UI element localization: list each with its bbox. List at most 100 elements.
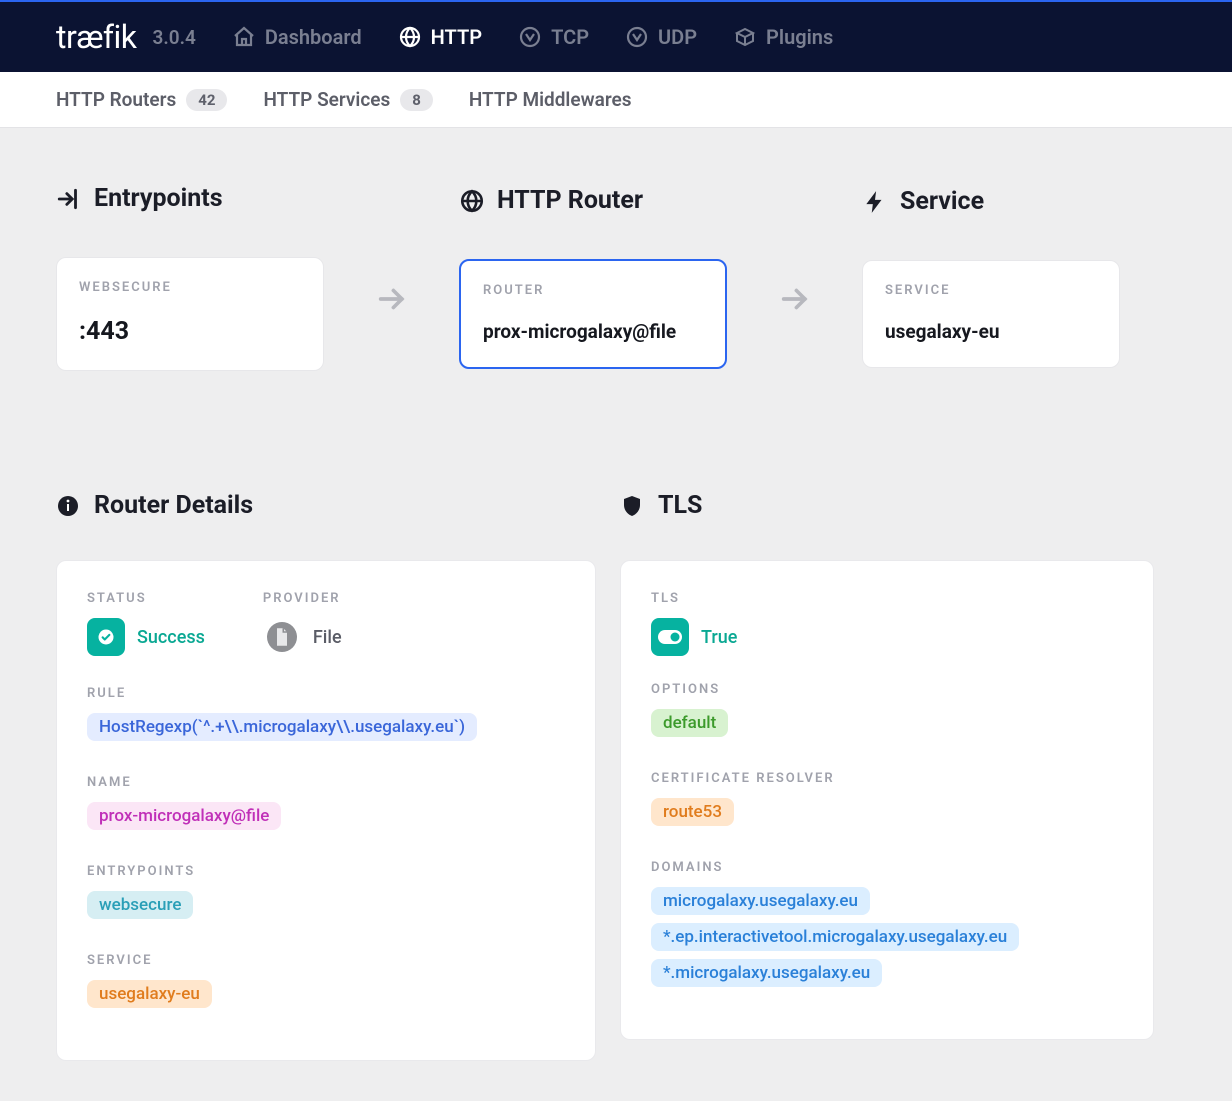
provider-file-icon — [263, 618, 301, 656]
ep-label: ENTRYPOINTS — [87, 864, 565, 879]
subnav-routers-label: HTTP Routers — [56, 88, 176, 111]
tls-label: TLS — [651, 591, 1123, 606]
flow-service-title: Service — [900, 187, 984, 216]
tls-title: TLS — [658, 491, 702, 520]
flow-arrow-1 — [324, 240, 459, 316]
tls-options-chip: default — [651, 709, 728, 737]
status-value: Success — [137, 627, 205, 648]
subnav-services-count: 8 — [400, 89, 433, 111]
nav-dashboard-label: Dashboard — [265, 25, 362, 49]
flow-row: Entrypoints WEBSECURE :443 HTTP Router R… — [56, 184, 1176, 371]
info-icon — [56, 494, 80, 518]
details-row: Router Details STATUS Success PR — [56, 491, 1176, 1061]
service-label: SERVICE — [87, 953, 565, 968]
router-card[interactable]: ROUTER prox-microgalaxy@file — [459, 259, 727, 369]
tls-resolver-label: CERTIFICATE RESOLVER — [651, 771, 1123, 786]
subnav-routers[interactable]: HTTP Routers 42 — [56, 88, 227, 111]
router-details-panel: STATUS Success PROVIDER — [56, 560, 596, 1061]
login-icon — [56, 186, 82, 212]
flow-router: HTTP Router ROUTER prox-microgalaxy@file — [459, 186, 727, 369]
tls-resolver-block: CERTIFICATE RESOLVER route53 — [651, 771, 1123, 834]
flow-arrow-2 — [727, 240, 862, 316]
flow-entrypoints-header: Entrypoints — [56, 184, 324, 213]
entrypoint-card-label: WEBSECURE — [79, 280, 301, 295]
shield-icon — [620, 494, 644, 518]
provider-block: PROVIDER File — [263, 591, 342, 656]
flow-service: Service SERVICE usegalaxy-eu — [862, 187, 1120, 368]
nav-udp[interactable]: UDP — [625, 25, 697, 49]
tls-options-block: OPTIONS default — [651, 682, 1123, 745]
tls-status-block: TLS True — [651, 591, 1123, 656]
tls-domain-chip: microgalaxy.usegalaxy.eu — [651, 887, 870, 915]
status-block: STATUS Success — [87, 591, 205, 656]
flow-entrypoints: Entrypoints WEBSECURE :443 — [56, 184, 324, 371]
udp-icon — [625, 25, 649, 49]
nav-tcp-label: TCP — [551, 25, 589, 49]
rule-block: RULE HostRegexp(`^.+\\.microgalaxy\\.use… — [87, 686, 565, 749]
logo: træfik — [56, 18, 136, 56]
tls-toggle-icon — [651, 618, 689, 656]
service-block: SERVICE usegalaxy-eu — [87, 953, 565, 1016]
subnav-middlewares[interactable]: HTTP Middlewares — [469, 88, 632, 111]
name-block: NAME prox-microgalaxy@file — [87, 775, 565, 838]
router-details-header: Router Details — [56, 491, 596, 520]
logo-text: træfik — [56, 18, 136, 56]
tls-domain-chip: *.ep.interactivetool.microgalaxy.usegala… — [651, 923, 1019, 951]
ep-block: ENTRYPOINTS websecure — [87, 864, 565, 927]
tls-domains-label: DOMAINS — [651, 860, 1123, 875]
subnav: HTTP Routers 42 HTTP Services 8 HTTP Mid… — [0, 72, 1232, 128]
plugins-icon — [733, 25, 757, 49]
service-chip[interactable]: usegalaxy-eu — [87, 980, 212, 1008]
arrow-right-icon — [375, 282, 409, 316]
nav-plugins[interactable]: Plugins — [733, 25, 833, 49]
nav-udp-label: UDP — [658, 25, 697, 49]
tls-header: TLS — [620, 491, 1154, 520]
subnav-routers-count: 42 — [186, 89, 227, 111]
provider-value: File — [313, 627, 342, 648]
tls-value: True — [701, 627, 737, 648]
entrypoint-card[interactable]: WEBSECURE :443 — [56, 257, 324, 371]
globe-icon — [459, 188, 485, 214]
ep-chip: websecure — [87, 891, 193, 919]
entrypoint-card-value: :443 — [79, 317, 301, 346]
flow-router-header: HTTP Router — [459, 186, 727, 215]
rule-label: RULE — [87, 686, 565, 701]
tls-section: TLS TLS True OPTIONS default — [620, 491, 1154, 1061]
rule-chip: HostRegexp(`^.+\\.microgalaxy\\.usegalax… — [87, 713, 477, 741]
status-label: STATUS — [87, 591, 205, 606]
nav-http[interactable]: HTTP — [398, 25, 482, 49]
arrow-right-icon — [778, 282, 812, 316]
globe-icon — [398, 25, 422, 49]
tls-options-label: OPTIONS — [651, 682, 1123, 697]
status-pair: Success — [87, 618, 205, 656]
router-card-value: prox-microgalaxy@file — [483, 320, 703, 343]
router-details-title: Router Details — [94, 491, 253, 520]
subnav-services-label: HTTP Services — [263, 88, 390, 111]
flow-router-title: HTTP Router — [497, 186, 643, 215]
tcp-icon — [518, 25, 542, 49]
tls-resolver-chip: route53 — [651, 798, 734, 826]
bolt-icon — [862, 189, 888, 215]
tls-panel: TLS True OPTIONS default CERTIFICATE RES… — [620, 560, 1154, 1040]
nav-http-label: HTTP — [431, 25, 482, 49]
router-card-label: ROUTER — [483, 283, 703, 298]
nav-dashboard[interactable]: Dashboard — [232, 25, 362, 49]
status-success-icon — [87, 618, 125, 656]
provider-label: PROVIDER — [263, 591, 342, 606]
content: Entrypoints WEBSECURE :443 HTTP Router R… — [0, 128, 1232, 1101]
flow-entrypoints-title: Entrypoints — [94, 184, 223, 213]
service-card[interactable]: SERVICE usegalaxy-eu — [862, 260, 1120, 368]
nav-plugins-label: Plugins — [766, 25, 833, 49]
service-card-label: SERVICE — [885, 283, 1097, 298]
nav-tcp[interactable]: TCP — [518, 25, 589, 49]
name-chip: prox-microgalaxy@file — [87, 802, 281, 830]
subnav-services[interactable]: HTTP Services 8 — [263, 88, 432, 111]
provider-pair: File — [263, 618, 342, 656]
router-details-section: Router Details STATUS Success PR — [56, 491, 596, 1061]
tls-pair: True — [651, 618, 1123, 656]
home-icon — [232, 25, 256, 49]
service-card-value: usegalaxy-eu — [885, 320, 1097, 343]
tls-domains-block: DOMAINS microgalaxy.usegalaxy.eu *.ep.in… — [651, 860, 1123, 995]
subnav-middlewares-label: HTTP Middlewares — [469, 88, 632, 111]
version-label: 3.0.4 — [152, 26, 195, 49]
